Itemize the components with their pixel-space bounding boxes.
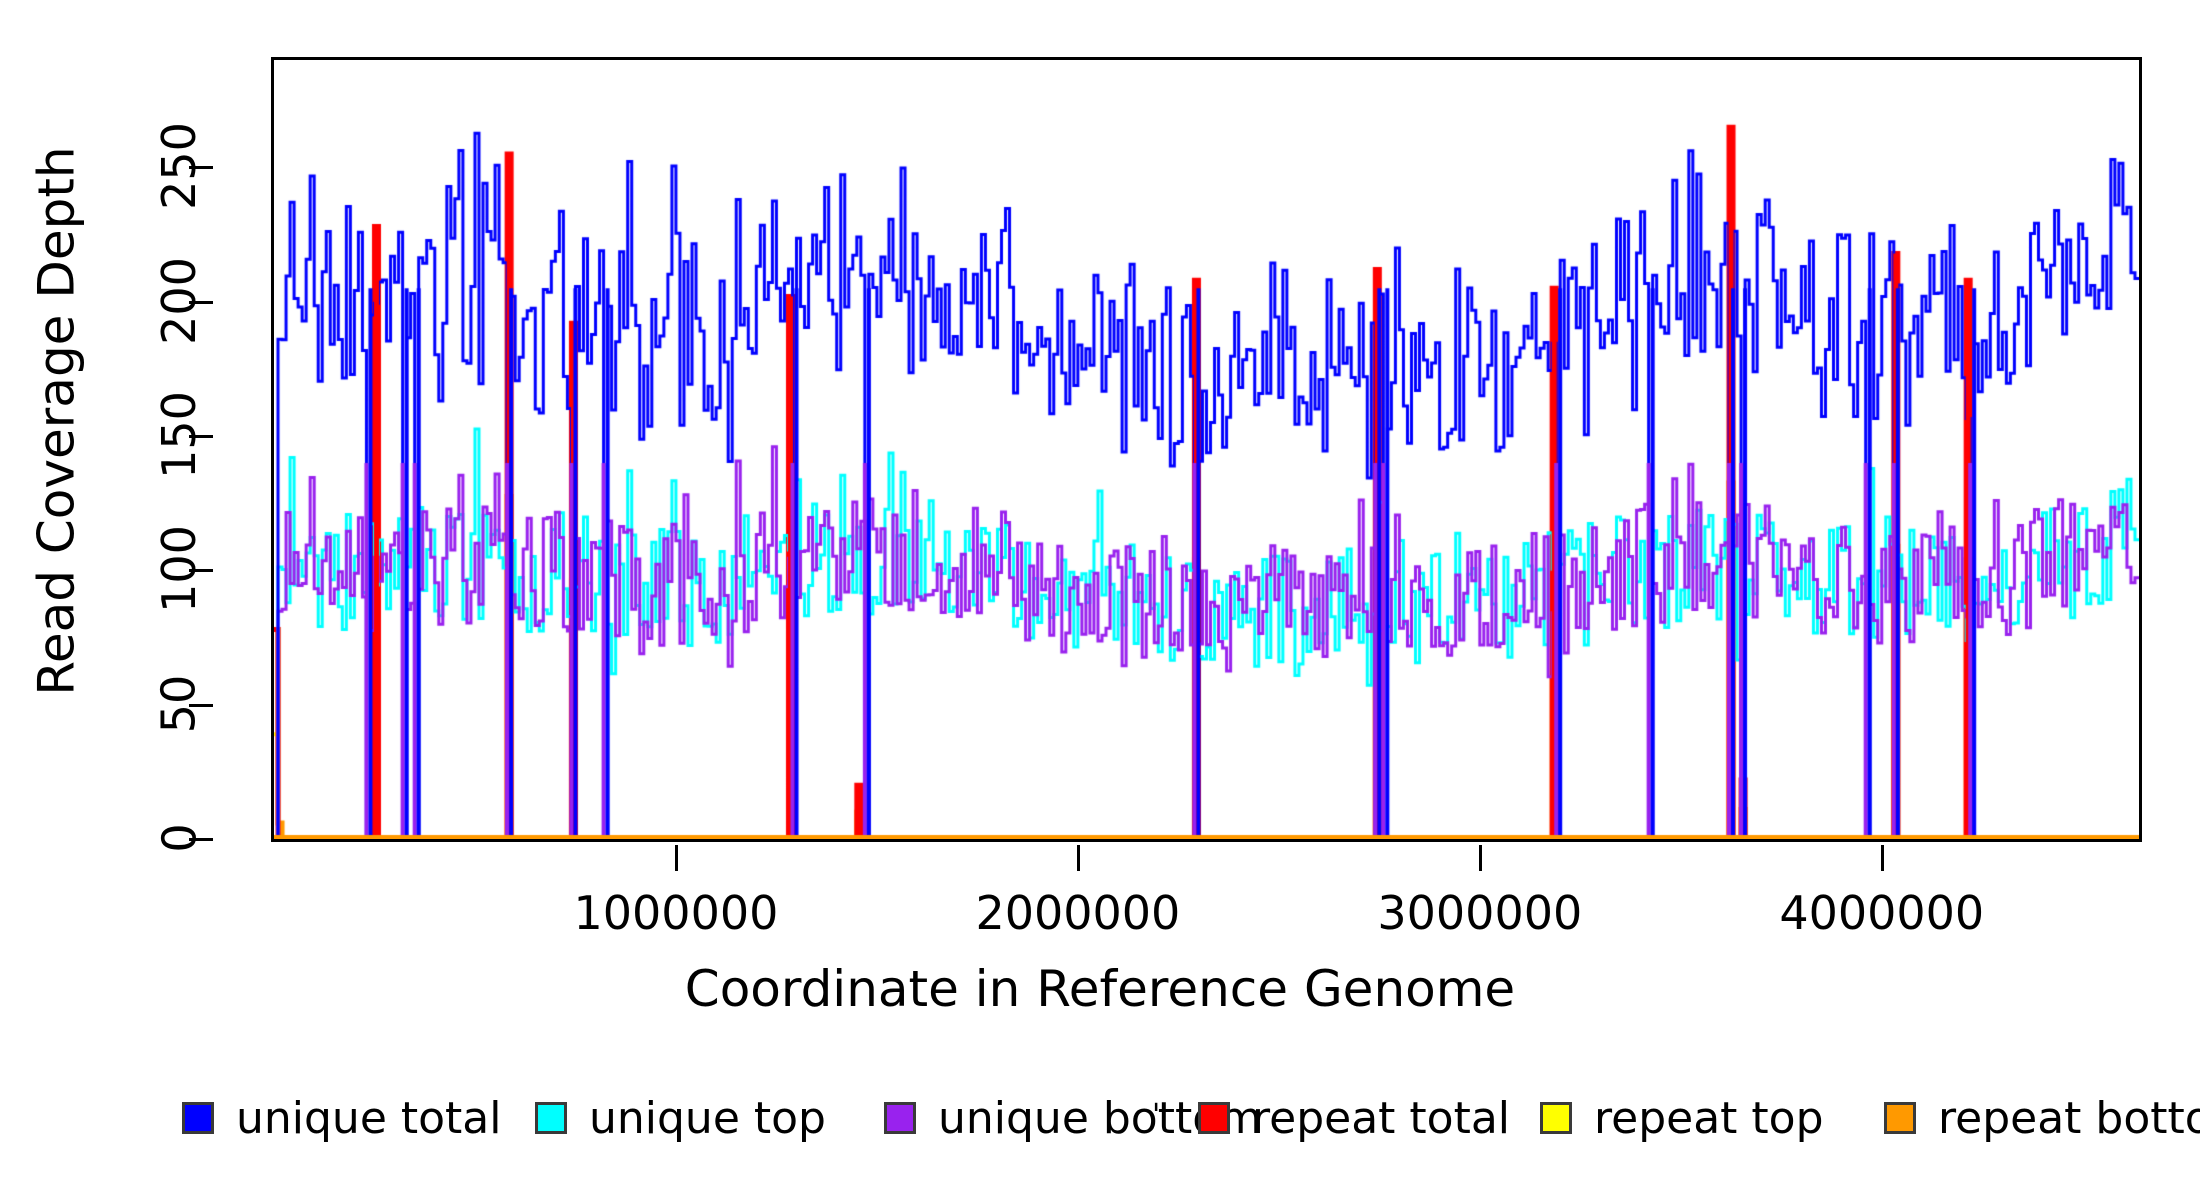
chart-legend: ' unique totalunique topunique bottomrep… <box>0 1088 2200 1158</box>
legend-item[interactable]: repeat top <box>1540 1088 1824 1148</box>
legend-swatch-unique-top <box>535 1102 567 1134</box>
y-tick-label: 50 <box>156 674 202 733</box>
legend-item[interactable]: unique total <box>182 1088 501 1148</box>
x-tick-label: 1000000 <box>574 886 779 940</box>
legend-item[interactable]: repeat bottom <box>1884 1088 2200 1148</box>
x-tick-label: 4000000 <box>1779 886 1984 940</box>
x-tick-mark <box>1077 845 1080 871</box>
x-tick-mark <box>1881 845 1884 871</box>
y-axis-title: Read Coverage Depth <box>22 0 92 842</box>
x-axis: Coordinate in Reference Genome 1000000 20… <box>0 842 2200 1062</box>
x-tick-mark <box>1479 845 1482 871</box>
legend-label: unique total <box>236 1093 501 1144</box>
legend-item[interactable]: unique top <box>535 1088 826 1148</box>
x-tick-label: 3000000 <box>1377 886 1582 940</box>
x-axis-title: Coordinate in Reference Genome <box>0 960 2200 1018</box>
legend-swatch-repeat-top <box>1540 1102 1572 1134</box>
y-tick-label: 250 <box>156 123 202 211</box>
legend-label: repeat top <box>1594 1093 1824 1144</box>
y-axis-title-text: Read Coverage Depth <box>28 146 86 695</box>
y-axis: Read Coverage Depth 050100150200250 <box>0 0 271 900</box>
coverage-step-plot <box>274 60 2139 839</box>
legend-swatch-repeat-total <box>1198 1102 1230 1134</box>
legend-label: unique top <box>589 1093 826 1144</box>
legend-label: repeat bottom <box>1938 1093 2200 1144</box>
legend-swatch-unique-bottom <box>884 1102 916 1134</box>
chart-page: Read Coverage Depth 050100150200250 Coor… <box>0 0 2200 1200</box>
plot-area <box>271 57 2142 842</box>
legend-swatch-repeat-bottom <box>1884 1102 1916 1134</box>
legend-item[interactable]: repeat total <box>1198 1088 1510 1148</box>
x-tick-mark <box>675 845 678 871</box>
y-tick-label: 200 <box>156 257 202 345</box>
y-tick-label: 100 <box>156 525 202 613</box>
legend-swatch-unique-total <box>182 1102 214 1134</box>
y-tick-label: 150 <box>156 391 202 479</box>
x-tick-label: 2000000 <box>975 886 1180 940</box>
legend-label: repeat total <box>1252 1093 1510 1144</box>
